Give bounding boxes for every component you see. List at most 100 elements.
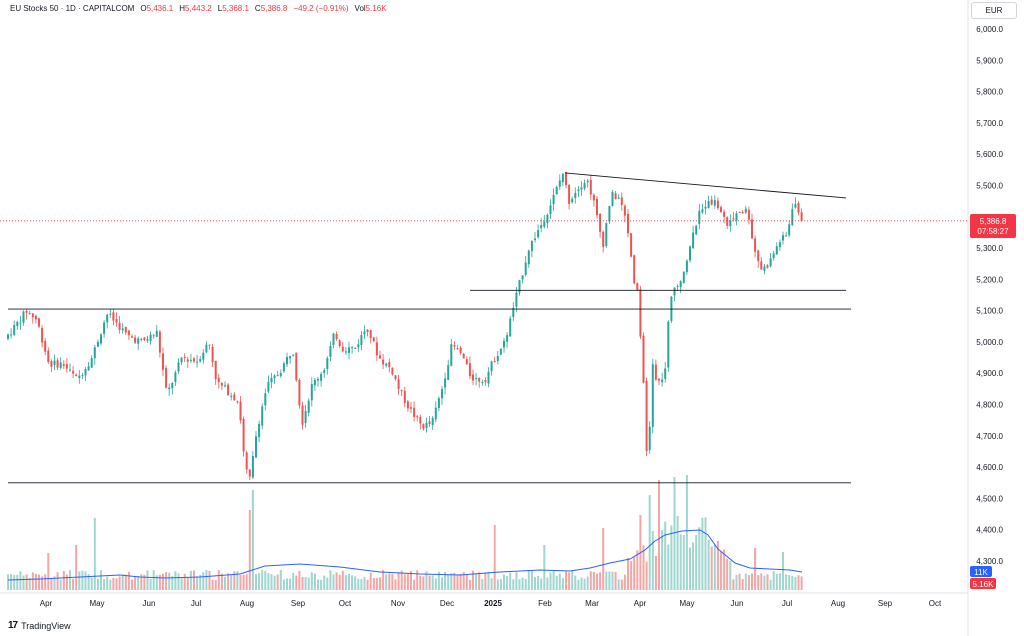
volume-bar bbox=[788, 574, 791, 590]
candle-body bbox=[695, 225, 698, 235]
candle-body bbox=[202, 352, 205, 360]
volume-bar bbox=[596, 573, 598, 590]
candle-body bbox=[96, 341, 99, 347]
volume-bar bbox=[716, 540, 719, 590]
volume-bar bbox=[496, 579, 499, 590]
candle-body bbox=[162, 353, 164, 370]
volume-bar bbox=[261, 570, 264, 590]
volume-bar bbox=[633, 556, 636, 590]
candle-body bbox=[366, 329, 369, 332]
volume-bar bbox=[589, 571, 592, 590]
candle-body bbox=[527, 250, 530, 265]
candle-body bbox=[769, 258, 772, 267]
volume-bar bbox=[351, 575, 354, 590]
candle-body bbox=[186, 359, 189, 362]
candle-body bbox=[797, 203, 800, 213]
symbol-title[interactable]: EU Stocks 50 · 1D · CAPITALCOM bbox=[10, 4, 135, 13]
volume-bar bbox=[90, 577, 93, 590]
candle-body bbox=[224, 385, 226, 387]
candle-body bbox=[605, 222, 608, 247]
volume-bar bbox=[56, 572, 59, 590]
price-tick-label: 4,900.0 bbox=[976, 369, 1003, 378]
candle-body bbox=[710, 199, 713, 205]
candle-body bbox=[521, 275, 524, 280]
candle-body bbox=[661, 379, 664, 383]
candle-body bbox=[679, 281, 682, 288]
volume-bar bbox=[754, 548, 757, 590]
volume-ma-badge: 11K bbox=[970, 566, 992, 577]
candle-body bbox=[698, 210, 701, 225]
candle-body bbox=[800, 212, 803, 221]
candle-body bbox=[611, 191, 614, 206]
price-tick-label: 6,000.0 bbox=[976, 25, 1003, 34]
price-tick-label: 4,300.0 bbox=[976, 557, 1003, 566]
candle-body bbox=[735, 213, 738, 221]
candle-body bbox=[193, 358, 195, 362]
volume-bar bbox=[614, 571, 617, 590]
trendline-resistance[interactable] bbox=[564, 172, 847, 199]
volume-bar bbox=[444, 571, 447, 590]
candle-body bbox=[410, 407, 412, 409]
volume-bar bbox=[778, 573, 781, 590]
volume-bar bbox=[623, 574, 626, 590]
price-axis[interactable]: 6,000.0 5,900.0 5,800.0 5,700.0 5,600.0 5,500… bbox=[976, 25, 1003, 566]
candle-body bbox=[171, 383, 174, 389]
candle-body bbox=[543, 221, 546, 227]
volume-bar bbox=[543, 545, 546, 590]
volume-bar bbox=[518, 579, 521, 590]
time-axis[interactable]: Apr May Jun Jul Aug Sep Oct Nov Dec 2025 Feb Mar Apr… bbox=[40, 599, 942, 608]
ohlc-legend[interactable]: EU Stocks 50 · 1D · CAPITALCOM O5,436.1 … bbox=[10, 4, 387, 13]
currency-selector[interactable]: EUR bbox=[971, 2, 1017, 19]
candle-body bbox=[109, 313, 112, 315]
volume-bar bbox=[583, 578, 586, 590]
volume-bar bbox=[50, 578, 53, 590]
volume-bar bbox=[406, 574, 409, 590]
candle-body bbox=[428, 421, 431, 424]
volume-bar bbox=[506, 576, 509, 590]
volume-bar bbox=[450, 573, 453, 590]
candle-body bbox=[72, 370, 75, 374]
candle-body bbox=[31, 313, 34, 318]
volume-bar bbox=[189, 570, 192, 590]
volume-bar bbox=[131, 579, 133, 590]
candle-body bbox=[747, 209, 750, 220]
volume-bar bbox=[186, 577, 189, 590]
candle-body bbox=[515, 292, 518, 307]
candle-body bbox=[100, 334, 102, 344]
candle-body bbox=[465, 359, 468, 364]
volume-bar bbox=[158, 574, 161, 590]
volume-last-value: 5.16K bbox=[973, 580, 995, 589]
volume-bar bbox=[654, 555, 657, 590]
volume-bar bbox=[413, 579, 416, 590]
candle-body bbox=[217, 377, 220, 383]
volume-bar bbox=[679, 534, 682, 590]
candle-body bbox=[227, 384, 230, 396]
candle-body bbox=[47, 350, 50, 363]
candle-body bbox=[552, 194, 555, 205]
volume-bar bbox=[69, 570, 71, 590]
volume-bar bbox=[760, 573, 763, 590]
volume-bar bbox=[747, 575, 750, 590]
volume-bar bbox=[205, 570, 208, 590]
candle-body bbox=[65, 364, 68, 369]
candle-body bbox=[286, 357, 288, 365]
last-price-value: 5,386.8 bbox=[980, 217, 1007, 226]
volume-bar bbox=[530, 570, 533, 590]
price-tick-label: 5,200.0 bbox=[976, 275, 1003, 284]
candle-body bbox=[391, 367, 394, 375]
volume-bar bbox=[329, 570, 332, 590]
candle-body bbox=[320, 373, 323, 381]
candle-body bbox=[738, 211, 741, 213]
volume-bar bbox=[692, 542, 695, 590]
candle-body bbox=[760, 261, 763, 270]
volume-bar bbox=[183, 573, 186, 590]
volume-bar bbox=[757, 574, 760, 590]
candle-body bbox=[580, 187, 583, 190]
time-tick-label: May bbox=[89, 599, 104, 608]
candle-body bbox=[658, 378, 660, 381]
price-tick-label: 4,600.0 bbox=[976, 463, 1003, 472]
volume-bar bbox=[220, 573, 223, 590]
candle-body bbox=[716, 200, 719, 208]
footer-brand[interactable]: 17 TradingView bbox=[8, 620, 71, 631]
